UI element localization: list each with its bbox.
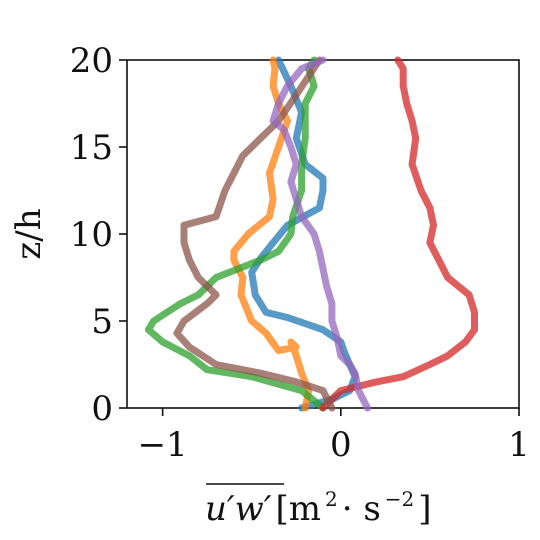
series-line-2 bbox=[230, 56, 313, 412]
x-axis-title-units-sup1: 2 bbox=[325, 487, 338, 511]
series-layer bbox=[144, 56, 478, 412]
y-tick-label: 0 bbox=[91, 389, 113, 429]
x-axis-title-units-sup2: −2 bbox=[385, 487, 414, 511]
series-line-5 bbox=[173, 56, 336, 412]
x-tick-label: 0 bbox=[330, 425, 352, 465]
x-axis-title-units-close: ] bbox=[418, 489, 431, 529]
series-line-3 bbox=[144, 56, 327, 412]
series-line-6 bbox=[269, 56, 371, 412]
x-tick-label: −1 bbox=[138, 425, 188, 465]
y-tick-label: 10 bbox=[70, 215, 113, 255]
x-axis-title-units-mid: · s bbox=[342, 489, 381, 529]
y-tick-label: 15 bbox=[70, 128, 113, 168]
series-line-4 bbox=[319, 56, 478, 412]
svg-text:u′w′ [m 2: u′w′ [m 2 · s −2 ] bbox=[205, 487, 432, 529]
x-axis-title-units-open: [m bbox=[275, 489, 321, 529]
y-tick-label: 5 bbox=[91, 302, 113, 342]
x-axis-title: u′w′ [m 2 · s −2 ] bbox=[205, 483, 432, 529]
y-axis-title: z/h bbox=[9, 208, 49, 259]
y-tick-label: 20 bbox=[70, 41, 113, 81]
x-tick-label: 1 bbox=[508, 425, 530, 465]
x-axis-title-main: u′w′ bbox=[205, 489, 272, 529]
